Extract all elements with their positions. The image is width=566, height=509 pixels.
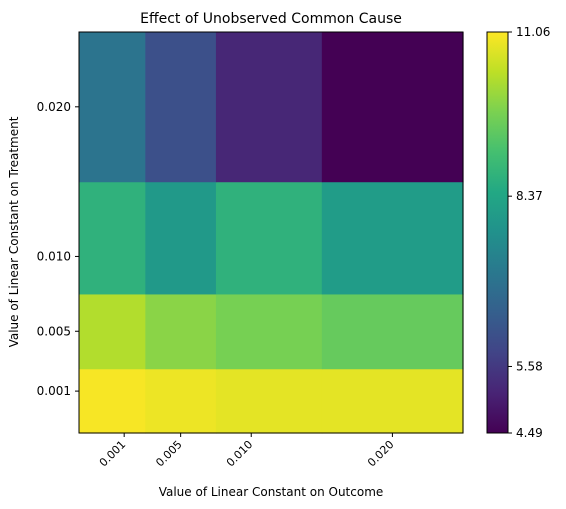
heatmap-cell (145, 368, 217, 434)
x-axis: 0.001 0.005 0.010 0.020 (97, 433, 397, 469)
y-axis-label: Value of Linear Constant on Treatment (7, 116, 21, 347)
heatmap-cell (215, 32, 323, 183)
colorbar (486, 31, 509, 434)
y-tick-label: 0.020 (37, 100, 71, 114)
x-tick-label: 0.001 (97, 438, 128, 469)
colorbar-ticks: 4.49 5.58 8.37 11.06 (508, 25, 550, 440)
x-tick-label: 0.005 (153, 438, 184, 469)
heatmap-cell (215, 293, 323, 370)
colorbar-tick-label: 11.06 (516, 25, 550, 39)
heatmap-cell (79, 32, 146, 183)
heatmap-cell (79, 293, 146, 370)
heatmap-cell (145, 181, 217, 295)
heatmap-cells (79, 32, 464, 434)
colorbar-tick-label: 4.49 (516, 426, 543, 440)
heatmap-cell (145, 293, 217, 370)
x-tick-label: 0.020 (365, 438, 396, 469)
heatmap-cell (321, 293, 464, 370)
colorbar-tick-label: 5.58 (516, 359, 543, 373)
heatmap-cell (79, 368, 146, 434)
colorbar-tick-label: 8.37 (516, 189, 543, 203)
x-tick-label: 0.010 (224, 438, 255, 469)
y-tick-label: 0.005 (37, 324, 71, 338)
heatmap-cell (145, 32, 217, 183)
plot-frame (78, 31, 464, 434)
heatmap-cell (321, 32, 464, 183)
heatmap-cell (215, 368, 323, 434)
heatmap-cell (321, 181, 464, 295)
heatmap-cell (215, 181, 323, 295)
y-tick-label: 0.010 (37, 249, 71, 263)
y-axis: 0.001 0.005 0.010 0.020 (37, 100, 79, 398)
heatmap-cell (321, 368, 464, 434)
x-axis-label: Value of Linear Constant on Outcome (159, 485, 384, 499)
heatmap-cell (79, 181, 146, 295)
y-tick-label: 0.001 (37, 384, 71, 398)
chart-title: Effect of Unobserved Common Cause (140, 11, 402, 27)
